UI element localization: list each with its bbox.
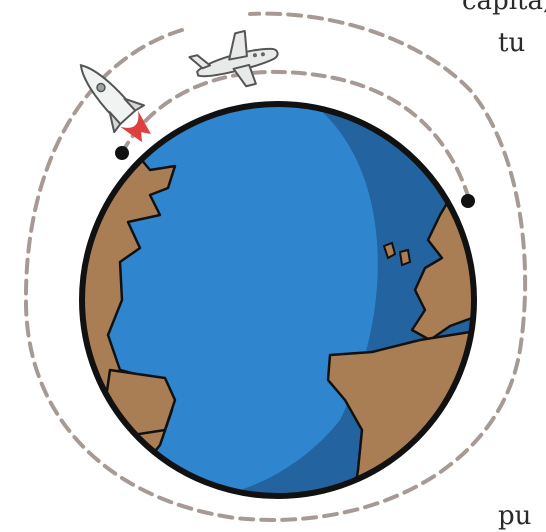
airplane-icon — [188, 29, 279, 88]
rocket-flame — [120, 110, 151, 143]
page-text-fragment: tu — [498, 28, 526, 58]
earth-globe-icon — [79, 101, 477, 499]
island-1 — [382, 241, 397, 260]
orbit-anchor-left — [115, 146, 129, 160]
land-east — [410, 178, 474, 342]
plane-orbit-path — [120, 69, 470, 198]
rocket-icon — [79, 63, 151, 143]
earth-outline — [79, 101, 477, 499]
rocket-orbit-path — [23, 11, 528, 522]
page-text-fragment: pu — [498, 501, 532, 531]
orbit-anchor-right — [461, 194, 475, 208]
page-text-fragment: capita, — [462, 0, 546, 16]
island-2 — [398, 248, 412, 267]
